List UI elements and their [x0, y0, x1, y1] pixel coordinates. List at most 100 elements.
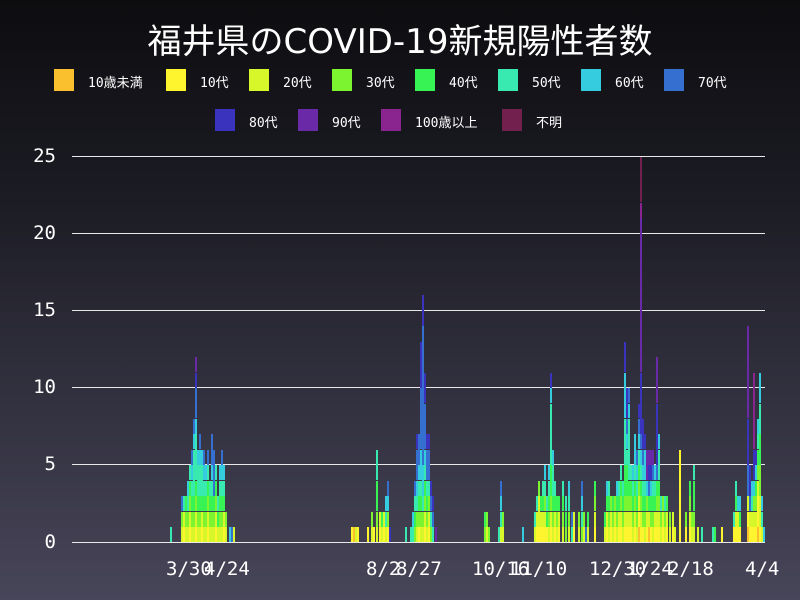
bar-segment — [565, 511, 567, 527]
bar-segment — [618, 511, 620, 527]
daily-bar — [223, 465, 225, 542]
bar-segment — [624, 465, 626, 496]
gridline-10 — [72, 387, 765, 388]
bar-segment — [416, 434, 418, 450]
bar-segment — [486, 511, 488, 527]
daily-bar — [217, 496, 219, 542]
bar-segment — [211, 434, 213, 465]
daily-bar — [550, 372, 552, 542]
bar-segment — [606, 496, 608, 512]
daily-bar — [498, 527, 500, 542]
bar-segment — [761, 511, 763, 527]
bar-segment — [654, 496, 656, 512]
legend-label: 20代 — [283, 76, 312, 91]
daily-bar — [357, 527, 359, 542]
bar-segment — [648, 480, 650, 496]
bar-segment — [594, 511, 596, 527]
daily-bar — [203, 449, 205, 542]
bar-segment — [376, 511, 378, 527]
bar-segment — [568, 480, 570, 496]
bar-segment — [624, 511, 626, 527]
bar-segment — [195, 388, 197, 419]
bar-segment — [648, 511, 650, 527]
bar-segment — [624, 527, 626, 542]
bar-segment — [191, 496, 193, 512]
bar-segment — [484, 511, 486, 527]
bar-segment — [191, 527, 193, 542]
bar-segment — [197, 496, 199, 512]
bar-segment — [416, 511, 418, 527]
bar-segment — [418, 527, 420, 542]
daily-bar — [640, 156, 642, 542]
bar-segment — [484, 527, 486, 542]
bar-segment — [755, 465, 757, 481]
bar-segment — [636, 465, 638, 481]
daily-bar — [229, 527, 231, 542]
bar-segment — [201, 511, 203, 527]
bar-segment — [376, 527, 378, 542]
bar-segment — [656, 496, 658, 512]
bar-segment — [640, 449, 642, 465]
bar-segment — [502, 527, 504, 542]
bar-segment — [548, 496, 550, 512]
bar-segment — [424, 403, 426, 450]
bar-segment — [693, 511, 695, 527]
legend-label: 90代 — [332, 116, 361, 131]
daily-bar — [432, 496, 434, 542]
daily-bar — [626, 388, 628, 542]
daily-bar — [714, 527, 716, 542]
bar-segment — [550, 403, 552, 465]
bar-segment — [664, 527, 666, 542]
legend-label: 40代 — [449, 76, 478, 91]
bar-segment — [233, 527, 235, 542]
bar-segment — [430, 511, 432, 527]
bar-segment — [737, 496, 739, 512]
daily-bar — [622, 480, 624, 542]
bar-segment — [420, 496, 422, 512]
bar-segment — [618, 496, 620, 512]
bar-segment — [652, 480, 654, 496]
daily-bar — [544, 465, 546, 542]
bar-segment — [534, 527, 536, 542]
bar-segment — [211, 511, 213, 527]
bar-segment — [660, 527, 662, 542]
daily-bar — [648, 449, 650, 542]
bar-segment — [379, 527, 381, 542]
bar-segment — [371, 511, 373, 527]
daily-bar — [658, 434, 660, 542]
bar-segment — [614, 496, 616, 512]
bar-segment — [640, 480, 642, 496]
bar-segment — [422, 527, 424, 542]
bar-segment — [193, 449, 195, 496]
bar-segment — [604, 511, 606, 527]
bar-segment — [371, 527, 373, 542]
daily-bar — [614, 496, 616, 542]
bar-segment — [189, 480, 191, 496]
bar-segment — [757, 434, 759, 450]
daily-bar — [638, 403, 640, 542]
bar-segment — [608, 496, 610, 512]
bar-segment — [634, 434, 636, 465]
bar-segment — [424, 480, 426, 496]
bar-segment — [666, 511, 668, 527]
bar-segment — [410, 527, 412, 542]
bar-segment — [685, 511, 687, 527]
bar-segment — [426, 496, 428, 512]
bar-segment — [753, 480, 755, 496]
bar-segment — [544, 496, 546, 512]
bar-segment — [219, 511, 221, 527]
bar-segment — [546, 511, 548, 527]
daily-bar — [191, 449, 193, 542]
daily-bar — [199, 434, 201, 542]
bar-segment — [414, 511, 416, 527]
chart-title: 福井県のCOVID-19新規陽性者数 — [147, 22, 653, 62]
daily-bar — [422, 295, 424, 542]
daily-bar — [606, 480, 608, 542]
bar-segment — [221, 480, 223, 496]
legend-label: 10代 — [200, 76, 229, 91]
gridline-20 — [72, 233, 765, 234]
bar-segment — [367, 527, 369, 542]
bar-segment — [542, 511, 544, 527]
bar-segment — [628, 527, 630, 542]
daily-bar — [654, 465, 656, 542]
